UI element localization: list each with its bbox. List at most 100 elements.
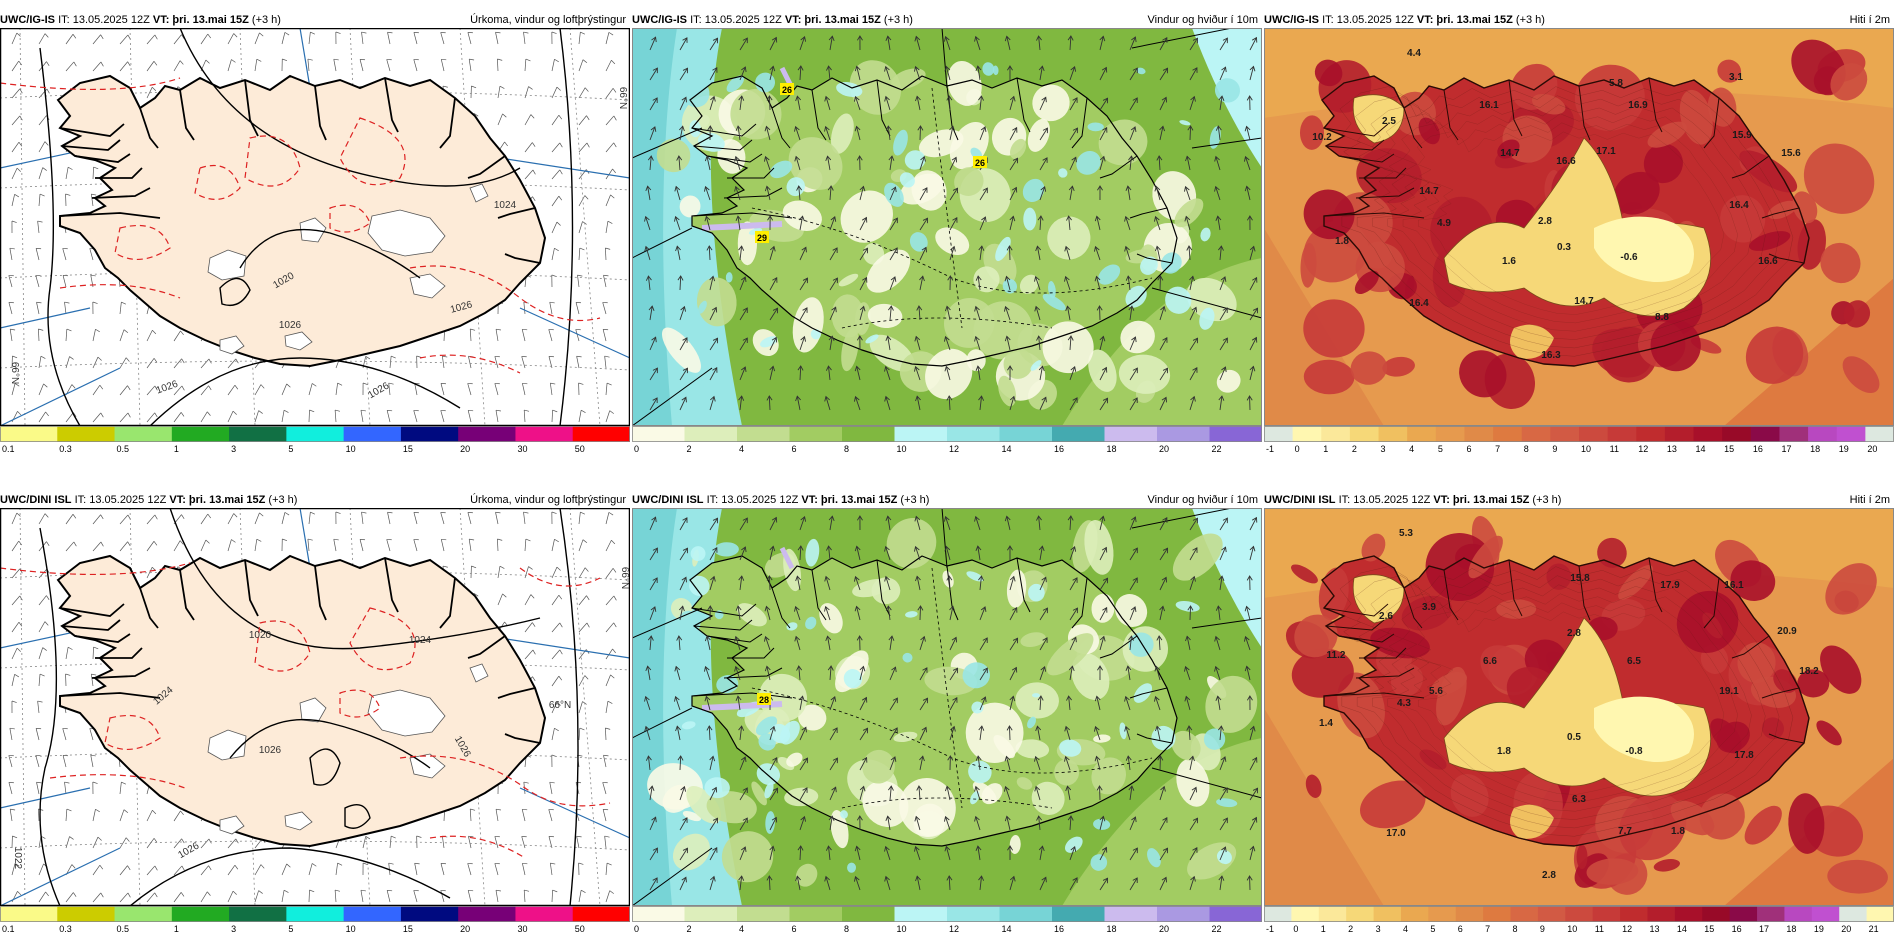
colorbar-swatch [1808, 426, 1838, 442]
lead-time: (+3 h) [268, 494, 298, 506]
temperature-label: 14.7 [1419, 186, 1439, 197]
colorbar-tick-label: 17 [1781, 444, 1791, 454]
colorbar-swatch [458, 426, 516, 442]
colorbar-tick-label: 0 [1295, 444, 1300, 454]
model-name: UWC/DINI ISL [0, 494, 72, 506]
colorbar-tick-label: 16 [1753, 444, 1763, 454]
colorbar-swatch [1750, 426, 1780, 442]
colorbar-tick-label: 2 [1352, 444, 1357, 454]
temperature-label: 2.8 [1542, 870, 1556, 881]
colorbar: 0.1 0.3 0.5 1 3 5 10 15 20 30 50 [0, 426, 630, 456]
colorbar-tick-label: 20 [1867, 444, 1877, 454]
init-time: IT: 13.05.2025 12Z [58, 14, 150, 26]
lead-time: (+3 h) [1515, 14, 1545, 26]
colorbar-tick-label: 0.3 [59, 924, 72, 934]
temperature-label: 20.9 [1777, 626, 1797, 637]
colorbar-tick-label: -1 [1266, 444, 1274, 454]
colorbar-tick-label: 14 [1677, 924, 1687, 934]
colorbar-tick-label: 18 [1107, 444, 1117, 454]
colorbar-tick-label: 6 [1458, 924, 1463, 934]
colorbar-tick-label: 3 [231, 444, 236, 454]
colorbar-tick-label: 13 [1649, 924, 1659, 934]
colorbar-swatch [1757, 906, 1785, 922]
colorbar-tick-label: 14 [1002, 924, 1012, 934]
colorbar-swatch [1435, 426, 1465, 442]
colorbar-swatch [229, 426, 287, 442]
colorbar-tick-label: 5 [1430, 924, 1435, 934]
colorbar-tick-label: 12 [1638, 444, 1648, 454]
colorbar-tick-label: 2 [687, 444, 692, 454]
colorbar-tick-label: 3 [231, 924, 236, 934]
colorbar-swatch [1378, 426, 1408, 442]
panel-title: Vindur og hviður í 10m [1147, 494, 1258, 506]
isobar-label: 1024 [494, 200, 517, 211]
colorbar-swatch [343, 906, 402, 922]
colorbar-swatch [0, 426, 58, 442]
panel-wind-igis: UWC/IG-IS IT: 13.05.2025 12Z VT: þri. 13… [632, 10, 1262, 470]
temperature-label: 16.6 [1556, 156, 1576, 167]
panel-header: UWC/IG-IS IT: 13.05.2025 12Z VT: þri. 13… [1264, 10, 1894, 30]
colorbar-swatch [458, 906, 516, 922]
colorbar-swatch [632, 426, 685, 442]
panel-header: UWC/IG-IS IT: 13.05.2025 12Z VT: þri. 13… [632, 10, 1262, 30]
colorbar-swatch [1620, 906, 1648, 922]
temperature-label: 1.8 [1335, 236, 1349, 247]
latitude-label: 66°N [549, 700, 571, 711]
panel-temp-dini: UWC/DINI ISL IT: 13.05.2025 12Z VT: þri.… [1264, 490, 1894, 950]
colorbar-swatch [1729, 906, 1758, 922]
colorbar-swatch [515, 426, 574, 442]
panel-title: Hiti í 2m [1849, 494, 1890, 506]
colorbar-tick-label: 10 [346, 924, 356, 934]
temperature-label: 6.3 [1572, 794, 1586, 805]
map-area: 28 [632, 508, 1262, 906]
colorbar-swatch [842, 906, 895, 922]
colorbar-tick-label: 20 [1159, 444, 1169, 454]
valid-time: VT: þri. 13.mai 15Z [1433, 494, 1530, 506]
init-time: IT: 13.05.2025 12Z [1322, 14, 1414, 26]
colorbar-swatch [999, 426, 1053, 442]
colorbar-tick-label: 8 [844, 924, 849, 934]
colorbar-tick-label: 21 [1869, 924, 1879, 934]
gust-max-label: 28 [759, 695, 769, 705]
temperature-label: 1.8 [1497, 746, 1511, 757]
colorbar-tick-label: 22 [1212, 924, 1222, 934]
temperature-label: 15.8 [1570, 573, 1590, 584]
temperature-label: 3.9 [1422, 602, 1436, 613]
colorbar-tick-label: 1 [1323, 444, 1328, 454]
colorbar-tick-label: 0.5 [117, 924, 130, 934]
temperature-label: 18.2 [1799, 666, 1819, 677]
colorbar-swatch [286, 426, 345, 442]
colorbar-tick-label: 6 [792, 924, 797, 934]
temperature-label: 7.7 [1618, 826, 1632, 837]
model-name: UWC/IG-IS [632, 14, 687, 26]
panel-header: UWC/IG-IS IT: 13.05.2025 12Z VT: þri. 13… [0, 10, 630, 30]
colorbar-tick-label: 11 [1595, 924, 1604, 934]
colorbar-tick-label: 1 [174, 444, 179, 454]
isobar-label: 1026 [279, 320, 302, 331]
colorbar-tick-label: 16 [1054, 444, 1064, 454]
temperature-label: 17.8 [1734, 750, 1754, 761]
colorbar-tick-label: 10 [897, 924, 907, 934]
temperature-label: 19.1 [1719, 686, 1739, 697]
colorbar-swatch [1693, 426, 1723, 442]
panel-title: Vindur og hviður í 10m [1147, 14, 1258, 26]
colorbar-swatch [114, 426, 173, 442]
temperature-label: 16.3 [1541, 350, 1561, 361]
colorbar-tick-label: 3 [1381, 444, 1386, 454]
colorbar-swatch [1592, 906, 1621, 922]
temperature-label: 2.8 [1538, 216, 1552, 227]
colorbar-tick-label: 14 [1002, 444, 1012, 454]
isobar-label: 1026 [259, 745, 282, 756]
colorbar-swatch [1373, 906, 1402, 922]
colorbar-swatch [57, 906, 116, 922]
gust-max-label: 29 [757, 233, 767, 243]
colorbar-tick-label: 15 [403, 924, 413, 934]
colorbar-swatch [1779, 426, 1809, 442]
colorbar-tick-label: 18 [1810, 444, 1820, 454]
colorbar-tick-label: 4 [1403, 924, 1408, 934]
colorbar-tick-label: 17 [1759, 924, 1769, 934]
colorbar-tick-label: 4 [739, 444, 744, 454]
map-area: 1024 1026 1026 1026 1026 1020 66°N 66°N [0, 28, 630, 426]
panel-header: UWC/DINI ISL IT: 13.05.2025 12Z VT: þri.… [0, 490, 630, 510]
colorbar-swatch [1104, 906, 1158, 922]
